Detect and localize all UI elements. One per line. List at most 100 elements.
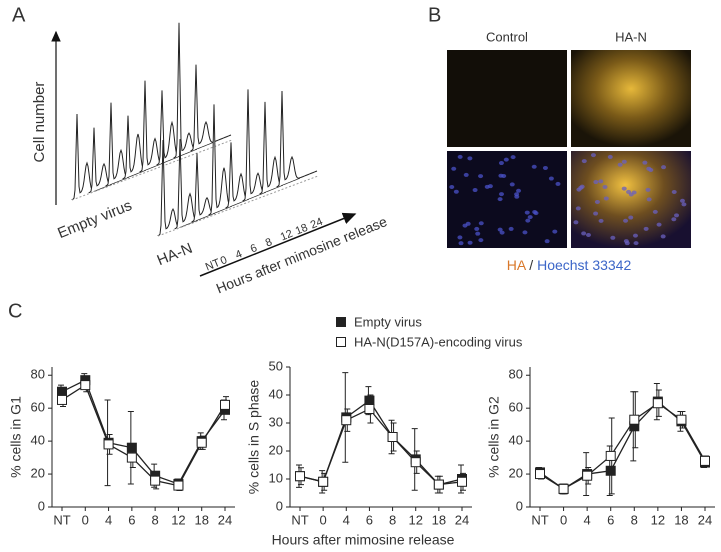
panel-label: B: [428, 4, 441, 26]
x-tick-label: 6: [607, 512, 614, 527]
nucleus: [478, 221, 484, 226]
data-point: [558, 483, 569, 494]
nucleus: [671, 217, 677, 222]
nucleus: [462, 223, 468, 228]
nucleus: [633, 241, 639, 246]
nucleus: [645, 187, 651, 192]
series-line: [299, 399, 463, 486]
data-point: [57, 394, 67, 405]
nucleus: [575, 206, 581, 211]
data-point: [457, 476, 467, 487]
data-point: [410, 457, 421, 468]
data-point: [629, 414, 640, 425]
nucleus: [467, 156, 473, 161]
nucleus: [555, 181, 561, 186]
nucleus: [516, 188, 522, 193]
x-tick-label: 6: [366, 512, 373, 527]
data-point: [295, 471, 305, 482]
x-tick-label: 12: [279, 228, 295, 244]
y-tick-label: 30: [269, 414, 283, 429]
nucleus: [451, 166, 457, 171]
data-point: [700, 455, 710, 466]
micrograph: [447, 50, 567, 147]
nucleus: [478, 174, 484, 179]
nucleus: [590, 153, 596, 158]
row-label: HA-N: [155, 240, 195, 269]
nucleus: [498, 192, 504, 197]
nucleus: [508, 226, 514, 231]
x-tick-label: 0: [560, 512, 567, 527]
nucleus: [475, 231, 481, 236]
x-ticks: NT0 4 6 8 12 18 24: [204, 216, 325, 274]
axis-arrow: [199, 212, 357, 277]
y-axis-label: % cells in G1: [8, 396, 24, 478]
column-label: HA-N: [615, 29, 647, 44]
data-point: [605, 450, 616, 461]
x-tick-label: 0: [320, 512, 327, 527]
data-point: [582, 470, 593, 481]
nucleus: [542, 165, 548, 170]
x-tick-label: 6: [128, 512, 135, 527]
x-tick-label: NT: [53, 512, 70, 527]
data-point: [605, 465, 616, 476]
nucleus: [603, 196, 609, 201]
y-tick-label: 60: [509, 400, 523, 415]
legend-marker: [336, 317, 346, 327]
caption-stain: Hoechst 33342: [537, 257, 631, 273]
nucleus: [624, 241, 630, 246]
nuclei: [449, 153, 687, 246]
y-tick-label: 0: [276, 498, 283, 513]
nucleus: [671, 189, 677, 194]
panel-label: C: [8, 300, 22, 322]
data-point: [341, 415, 352, 426]
data-point: [150, 475, 161, 486]
micrograph: [571, 151, 691, 248]
micrograph: [447, 151, 567, 248]
nucleus: [457, 154, 463, 159]
axis-label: Cell number: [31, 82, 48, 163]
y-tick-label: 80: [31, 367, 45, 382]
histogram-trace: [276, 90, 318, 188]
nucleus: [642, 160, 648, 165]
nucleus: [463, 172, 469, 177]
nucleus: [497, 227, 503, 232]
x-tick-label: 24: [309, 216, 325, 232]
x-tick-label: NT: [291, 512, 308, 527]
x-tick-label: 4: [234, 248, 244, 261]
data-point: [220, 399, 230, 410]
nucleus: [593, 180, 599, 185]
nucleus: [499, 230, 505, 235]
x-tick-label: 18: [194, 512, 208, 527]
data-point: [364, 404, 375, 414]
nucleus: [607, 154, 613, 159]
row-label: Empty virus: [55, 197, 134, 242]
nucleus: [585, 233, 591, 238]
y-tick-label: 20: [31, 465, 45, 480]
nucleus: [484, 184, 490, 189]
y-axis-label: % cells in G2: [486, 396, 502, 478]
nucleus: [621, 186, 627, 191]
y-tick-label: 20: [509, 465, 523, 480]
y-tick-label: 20: [269, 442, 283, 457]
x-tick-label: 8: [389, 512, 396, 527]
y-tick-label: 40: [509, 433, 523, 448]
nucleus: [581, 231, 587, 236]
x-tick-label: 18: [674, 512, 688, 527]
nucleus: [674, 213, 680, 218]
x-tick-label: 12: [651, 512, 665, 527]
x-tick-label: 12: [408, 512, 422, 527]
series-line: [61, 379, 226, 485]
data-point: [676, 414, 687, 425]
nucleus: [581, 159, 587, 164]
nucleus: [628, 192, 634, 197]
data-point: [196, 437, 207, 448]
nucleus: [656, 222, 662, 227]
nucleus: [648, 168, 654, 173]
nucleus: [509, 182, 515, 187]
nucleus: [449, 185, 455, 190]
nucleus: [458, 241, 464, 246]
nucleus: [525, 218, 531, 223]
legend-label: HA-N(D157A)-encoding virus: [354, 334, 523, 349]
nucleus: [621, 159, 627, 164]
